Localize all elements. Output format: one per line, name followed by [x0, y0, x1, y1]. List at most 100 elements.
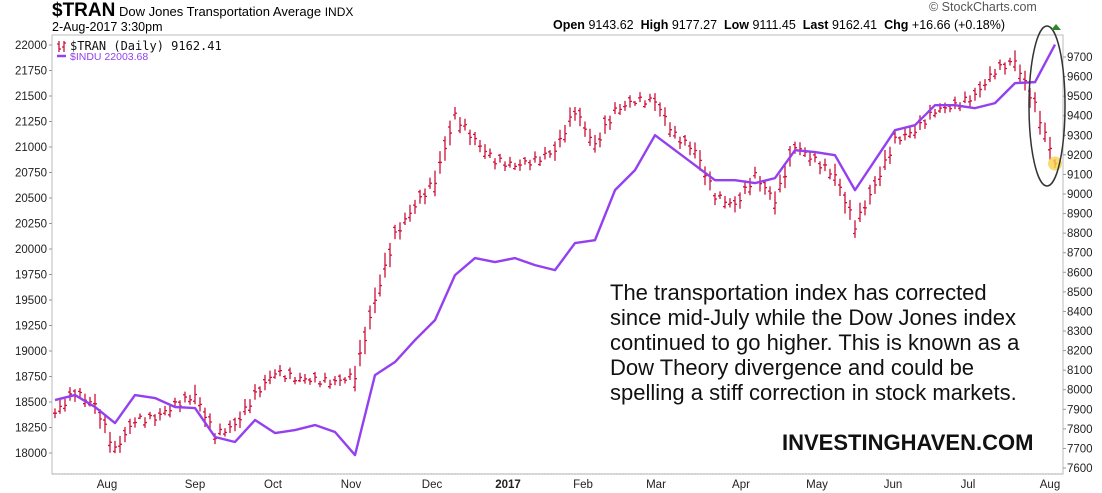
tran-bar: [733, 196, 737, 213]
tran-bar: [438, 151, 442, 174]
right-axis-tick-label: 7700: [1067, 443, 1093, 455]
x-axis-tick-label: Aug: [97, 479, 117, 491]
legend: $TRAN (Daily) 9162.41 $INDU 22003.68: [57, 39, 222, 63]
open-label: Open: [553, 18, 585, 32]
tran-bar: [248, 399, 252, 414]
tran-bar: [193, 384, 197, 405]
tran-bar: [923, 119, 927, 129]
tran-bar: [393, 224, 397, 240]
tran-bar: [378, 274, 382, 297]
tran-bar: [863, 200, 867, 216]
tran-bar: [183, 391, 187, 403]
left-axis-tick-label: 20000: [15, 244, 47, 256]
tran-bar: [128, 418, 132, 434]
tran-bar: [753, 166, 757, 179]
last-value: 9162.41: [831, 18, 878, 32]
tran-bar: [818, 161, 822, 175]
tran-bar: [238, 411, 242, 428]
tran-bar: [448, 120, 452, 146]
tran-bar: [663, 107, 667, 126]
tran-bar: [478, 139, 482, 153]
tran-bar: [313, 371, 317, 383]
tran-bar: [488, 148, 492, 158]
tran-bar: [1013, 50, 1017, 72]
tran-bar: [113, 440, 117, 454]
tran-bar: [143, 417, 147, 428]
tran-bar: [273, 369, 277, 379]
tran-bar: [368, 305, 372, 330]
tran-legend-icon: [57, 41, 66, 52]
x-axis-tick-label: Jun: [884, 479, 903, 491]
tran-bar: [963, 91, 967, 104]
right-axis-tick-label: 9000: [1067, 189, 1093, 201]
tran-bar: [398, 222, 402, 240]
left-axis-tick-label: 20750: [15, 168, 47, 180]
tran-bar: [433, 170, 437, 197]
tran-bar: [998, 59, 1002, 70]
tran-bar: [683, 135, 687, 146]
tran-bar: [483, 144, 487, 159]
tran-bar: [903, 128, 907, 141]
tran-bar: [453, 107, 457, 120]
tran-bar: [58, 398, 62, 414]
tran-bar: [583, 121, 587, 137]
tran-bar: [813, 152, 817, 163]
tran-bar: [598, 132, 602, 148]
tran-bar: [613, 102, 617, 115]
left-axis-tick-label: 19500: [15, 295, 47, 307]
tran-bar: [308, 377, 312, 385]
high-label: High: [640, 18, 669, 32]
x-axis-tick-label: Sep: [185, 479, 205, 491]
tran-bar: [853, 220, 857, 238]
tran-bar: [408, 204, 412, 222]
tran-bar: [168, 404, 172, 418]
chart-datetime: 2-Aug-2017 3:30pm: [52, 20, 163, 34]
tran-bar: [258, 386, 262, 398]
tran-bar: [418, 189, 422, 204]
tran-bar: [188, 394, 192, 405]
tran-bar: [653, 93, 657, 112]
left-axis-tick-label: 22000: [15, 40, 47, 52]
tran-bar: [993, 68, 997, 80]
tran-bar: [343, 377, 347, 384]
x-axis-tick-label: Mar: [646, 479, 666, 491]
left-axis-tick-label: 18250: [15, 423, 47, 435]
tran-bar: [198, 397, 202, 412]
tran-bar: [333, 376, 337, 386]
brand-watermark: INVESTINGHAVEN.COM: [782, 430, 1034, 455]
tran-bar: [228, 420, 232, 434]
tran-bar: [323, 372, 327, 383]
tran-bar: [603, 115, 607, 134]
left-axis-tick-label: 21500: [15, 91, 47, 103]
tran-bar: [558, 129, 562, 148]
tran-bar: [118, 435, 122, 453]
right-axis-tick-label: 8700: [1067, 248, 1093, 260]
annotation-text: The transportation index has corrected s…: [610, 280, 1019, 405]
tran-bar: [703, 166, 707, 186]
right-axis-tick-label: 9100: [1067, 169, 1093, 181]
tran-bar: [473, 131, 477, 146]
right-axis-tick-label: 7600: [1067, 463, 1093, 475]
tran-bar: [423, 188, 427, 205]
tran-bar: [498, 153, 502, 163]
tran-bar: [413, 199, 417, 214]
tran-bar: [973, 87, 977, 101]
left-axis-tick-label: 19750: [15, 270, 47, 282]
tran-bar: [1008, 57, 1012, 66]
symbol: $TRAN: [52, 0, 116, 21]
tran-bar: [808, 152, 812, 166]
quote-bar: Open 9143.62 High 9177.27 Low 9111.45 La…: [553, 18, 1005, 32]
tran-bar: [738, 192, 742, 209]
tran-bar: [538, 156, 542, 166]
tran-bar: [953, 96, 957, 110]
tran-bar: [403, 212, 407, 226]
tran-bar: [718, 191, 722, 200]
tran-bar: [153, 414, 157, 427]
low-value: 9111.45: [752, 18, 796, 32]
tran-bar: [668, 122, 672, 138]
tran-bar: [638, 92, 642, 103]
left-axis-tick-label: 19250: [15, 321, 47, 333]
right-axis-tick-label: 8200: [1067, 346, 1093, 358]
tran-bar: [363, 326, 367, 355]
x-axis-tick-label: Jul: [961, 479, 976, 491]
